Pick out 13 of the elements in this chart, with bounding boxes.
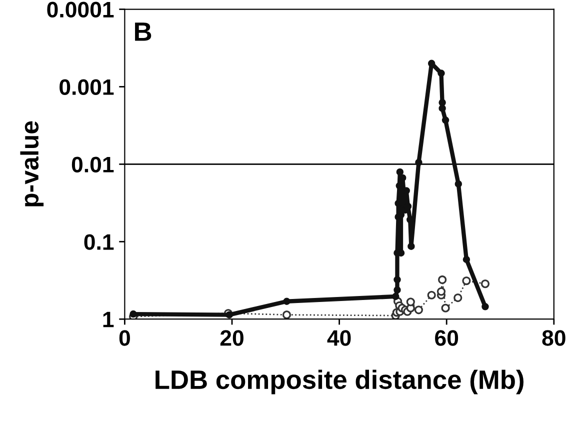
x-tick-label: 20 [220,330,244,346]
y-tick-label: 0.0001 [47,2,114,18]
x-tick-label: 40 [327,330,351,346]
annotation: B [135,22,152,41]
x-tick-label: 0 [119,330,130,346]
y-axis-title: p-value [20,121,44,206]
x-tick-label: 60 [435,330,458,346]
y-tick-label: 0.01 [72,156,114,172]
y-tick-label: 0.1 [84,234,114,250]
x-axis-title: LDB composite distance (Mb) [156,370,524,394]
y-tick-label: 1 [103,312,114,328]
y-tick-label: 0.001 [60,79,114,95]
x-tick-label: 80 [542,330,566,346]
